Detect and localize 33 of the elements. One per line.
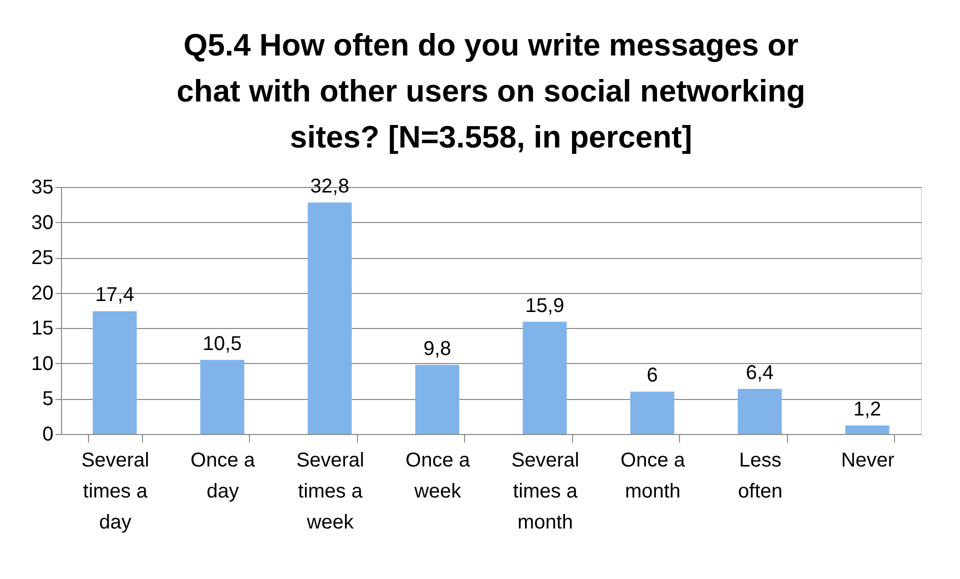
bar [92,311,137,434]
x-tick-label: Once a month [620,450,686,502]
data-label: 9,8 [423,338,452,360]
bar [415,364,460,434]
x-tick-label: Several times a day [81,450,150,534]
x-tick-label: Once a week [406,450,471,502]
chart-title: Q5.4 How often do you write messages or chat with other users on social networking sites? [N=3.558, in percent] [176,28,806,155]
x-tick-label: Less often [738,450,782,502]
data-label: 32,8 [310,176,350,198]
data-label: 1,2 [853,398,882,421]
bar [522,322,567,434]
x-tick-label: Several times a week [296,450,364,534]
y-tick-label: 10 [31,352,54,375]
bar [200,360,244,434]
y-tick-label: 30 [31,212,54,234]
y-tick-label: 0 [42,424,54,446]
bar [845,426,890,434]
y-tick-label: 15 [31,318,54,340]
data-label: 17,4 [95,284,134,306]
data-label: 6 [646,364,658,387]
y-tick-label: 25 [31,247,54,270]
bar [308,202,352,434]
x-tick-label: Once a day [190,450,256,502]
y-tick-label: 35 [31,176,54,198]
data-label: 10,5 [202,332,242,355]
x-tick-label: Never [841,450,895,472]
data-label: 6,4 [746,362,774,384]
bar [630,392,674,434]
x-tick-label: Several times a month [511,450,580,534]
bar [738,388,782,434]
y-tick-label: 5 [42,388,54,410]
data-label: 15,9 [525,294,564,317]
y-tick-label: 20 [31,282,54,304]
